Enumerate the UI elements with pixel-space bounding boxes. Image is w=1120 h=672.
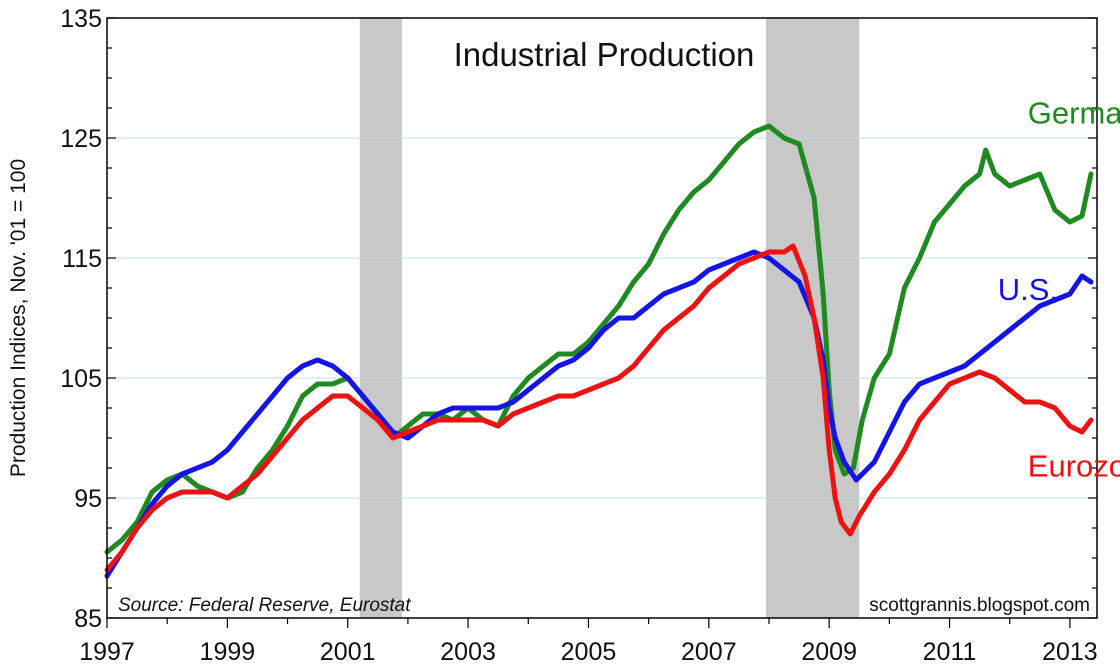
x-tick-label: 2003	[440, 638, 496, 666]
y-axis-label: Production Indices, Nov. '01 = 100	[7, 159, 30, 477]
x-tick-labels: 1997 1999 2001 2003 2005 2007 2009 2011 2013	[79, 638, 1098, 666]
axis-ticks	[106, 17, 1097, 628]
x-tick-label: 2001	[320, 638, 376, 666]
y-tick-label: 135	[60, 5, 102, 33]
y-tick-label: 125	[60, 125, 102, 153]
x-tick-label: 1999	[200, 638, 256, 666]
y-tick-label: 115	[62, 245, 102, 273]
series-line-eurozone	[104, 243, 1094, 573]
x-tick-label: 2009	[801, 638, 857, 666]
series-label-germany: Germany	[1028, 96, 1120, 131]
y-tick-label: 85	[74, 605, 102, 633]
x-tick-label: 1997	[79, 638, 135, 666]
series-line-us	[104, 249, 1094, 579]
x-tick-label: 2005	[561, 638, 617, 666]
y-tick-label: 105	[60, 365, 102, 393]
x-tick-label: 2007	[681, 638, 737, 666]
credit-note: scottgrannis.blogspot.com	[869, 595, 1090, 616]
source-note: Source: Federal Reserve, Eurostat	[118, 595, 411, 616]
recession-band	[359, 18, 402, 618]
x-tick-label: 2011	[923, 638, 977, 666]
y-tick-labels: 85 95 105 115 125 135	[60, 5, 102, 633]
chart-title: Industrial Production	[454, 36, 755, 73]
series-lines	[104, 123, 1094, 579]
series-label-eurozone: Eurozone	[1028, 448, 1120, 483]
series-line-germany	[104, 123, 1094, 555]
series-labels: Germany U.S. Eurozone	[998, 96, 1120, 484]
series-label-us: U.S.	[998, 272, 1058, 307]
x-tick-label: 2013	[1042, 638, 1098, 666]
y-tick-label: 95	[74, 485, 102, 513]
